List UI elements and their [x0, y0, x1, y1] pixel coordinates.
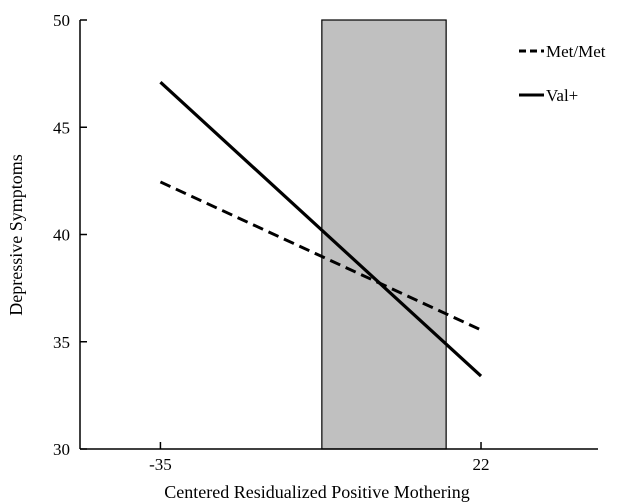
- y-axis-title: Depressive Symptoms: [6, 154, 26, 316]
- y-tick-label-0: 30: [53, 440, 70, 459]
- legend-label-0: Met/Met: [546, 42, 606, 61]
- legend-label-1: Val+: [546, 86, 578, 105]
- region-of-significance: [321, 19, 447, 450]
- x-axis-title: Centered Residualized Positive Mothering: [164, 482, 469, 502]
- x-tick-label-0: -35: [149, 455, 172, 474]
- y-tick-label-1: 35: [53, 333, 70, 352]
- x-tick-label-1: 22: [473, 455, 490, 474]
- y-tick-label-2: 40: [53, 226, 70, 245]
- series-line-1: [159, 81, 483, 378]
- y-tick-label-4: 50: [53, 11, 70, 30]
- y-tick-label-3: 45: [53, 118, 70, 137]
- series-line-0: [159, 180, 482, 332]
